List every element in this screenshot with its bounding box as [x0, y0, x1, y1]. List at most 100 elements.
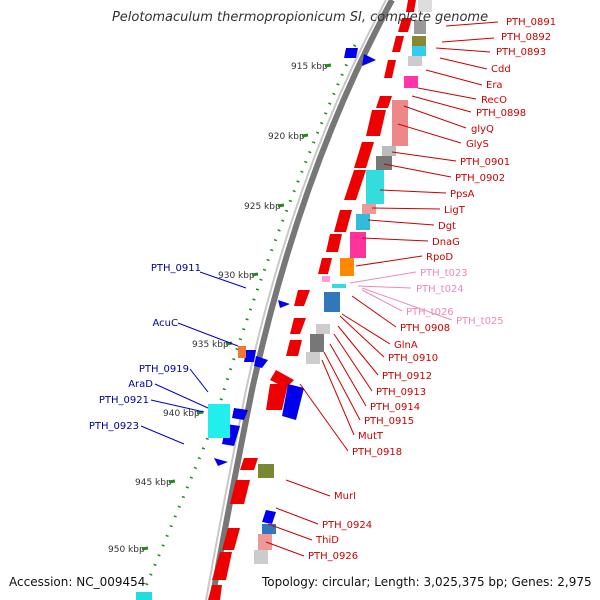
gene-label: GlyS	[466, 139, 489, 150]
label-leader-line	[285, 479, 331, 497]
label-leader-line	[411, 95, 472, 113]
gene-label: PTH_0926	[308, 551, 358, 562]
gene-label: Cdd	[491, 64, 511, 75]
gene-label: PTH_t023	[420, 268, 468, 279]
kbp-tick	[301, 133, 309, 138]
label-leader-line	[154, 383, 209, 409]
kbp-label: 915 kbp	[291, 62, 328, 72]
gene-label: PTH_t024	[416, 284, 464, 295]
feature-block	[340, 258, 354, 276]
gene-label: AraD	[128, 379, 153, 390]
feature-block	[350, 232, 366, 258]
feature-block	[322, 276, 330, 282]
gene-arrow	[318, 258, 332, 274]
label-leader-line	[371, 207, 441, 210]
gene-arrow	[282, 384, 304, 420]
gene-label: MurI	[334, 491, 356, 502]
feature-block	[414, 20, 426, 34]
kbp-tick	[141, 546, 149, 551]
feature-block	[392, 100, 408, 146]
gene-arrow	[392, 36, 404, 52]
gene-label: ThiD	[315, 535, 339, 546]
kbp-tick	[168, 479, 176, 484]
gene-label: PTH_0912	[382, 371, 432, 382]
gene-arrow	[244, 350, 256, 362]
gene-label: PTH_0923	[89, 421, 139, 432]
label-leader-line	[321, 359, 355, 436]
feature-block	[408, 56, 422, 66]
kbp-label: 930 kbp	[218, 271, 255, 281]
gene-arrow	[406, 0, 416, 12]
kbp-label: 920 kbp	[268, 132, 305, 142]
kbp-tick	[277, 203, 285, 208]
gene-label: MutT	[358, 431, 384, 442]
gene-label: Dgt	[438, 221, 456, 232]
label-leader-line	[267, 523, 313, 541]
feature-blocks	[136, 0, 432, 600]
gene-arrow	[254, 356, 268, 368]
label-leader-line	[140, 425, 185, 445]
label-leader-line	[323, 351, 361, 421]
gene-label: PTH_0908	[400, 323, 450, 334]
gene-arrow	[326, 234, 342, 252]
label-leader-line	[379, 189, 447, 194]
label-leader-line	[349, 271, 417, 284]
label-leader-line	[355, 255, 423, 267]
gene-label: Era	[486, 80, 503, 91]
gene-arrow	[354, 142, 374, 168]
gene-label: PTH_0913	[376, 387, 426, 398]
genome-backbone	[209, 0, 395, 600]
kbp-tick	[196, 410, 204, 415]
kbp-tick-ring	[138, 44, 357, 600]
feature-block	[306, 352, 320, 364]
feature-block	[418, 0, 432, 12]
gene-arrow	[214, 458, 228, 466]
gene-arrow	[294, 290, 310, 306]
map-title: Pelotomaculum thermopropionicum SI, comp…	[111, 10, 489, 25]
label-leader-line	[361, 289, 403, 312]
label-leader-line	[339, 315, 385, 358]
gene-label: PTH_0901	[460, 157, 510, 168]
gene-label: RpoD	[426, 252, 453, 263]
gene-label: PTH_0892	[501, 32, 551, 43]
label-leader-line	[333, 333, 373, 392]
label-leader-line	[361, 287, 453, 321]
gene-arrow	[232, 408, 248, 420]
gene-arrow	[212, 552, 232, 580]
gene-label: DnaG	[432, 237, 460, 248]
gene-label: PTH_0919	[139, 364, 189, 375]
label-leader-line	[351, 295, 397, 328]
genome-summary-text: Topology: circular; Length: 3,025,375 bp…	[262, 575, 592, 589]
label-leader-line	[383, 163, 452, 178]
gene-arrow	[262, 510, 276, 524]
gene-label: PTH_0910	[388, 353, 438, 364]
gene-label: PTH_0911	[151, 263, 201, 274]
accession-text: Accession: NC_009454	[9, 575, 146, 589]
label-leader-line	[341, 313, 391, 345]
label-leader-line	[439, 57, 488, 70]
kbp-tick	[251, 272, 259, 277]
gene-label: PpsA	[450, 189, 475, 200]
label-leader-line	[265, 541, 305, 557]
label-leader-line	[391, 151, 457, 162]
gene-label: RecO	[481, 95, 507, 106]
gene-label: PTH_0902	[455, 173, 505, 184]
gene-label: GlnA	[394, 340, 418, 351]
gene-arrow	[384, 60, 396, 78]
gene-label: PTH_t025	[456, 316, 504, 327]
label-leader-line	[397, 123, 462, 144]
gene-arrow	[344, 170, 366, 200]
feature-block	[362, 204, 376, 214]
kbp-label: 935 kbp	[192, 340, 229, 350]
label-leader-line	[435, 47, 491, 53]
gene-arrow	[278, 300, 290, 308]
label-leader-line	[275, 507, 319, 525]
gene-arrow	[366, 110, 386, 136]
gene-arrow	[344, 48, 358, 58]
gene-arrow	[286, 340, 302, 356]
gene-arrow	[290, 318, 306, 334]
gene-arrow	[376, 96, 392, 108]
label-leader-line	[177, 322, 239, 347]
label-leader-line	[329, 343, 367, 407]
label-leader-line	[199, 271, 247, 289]
